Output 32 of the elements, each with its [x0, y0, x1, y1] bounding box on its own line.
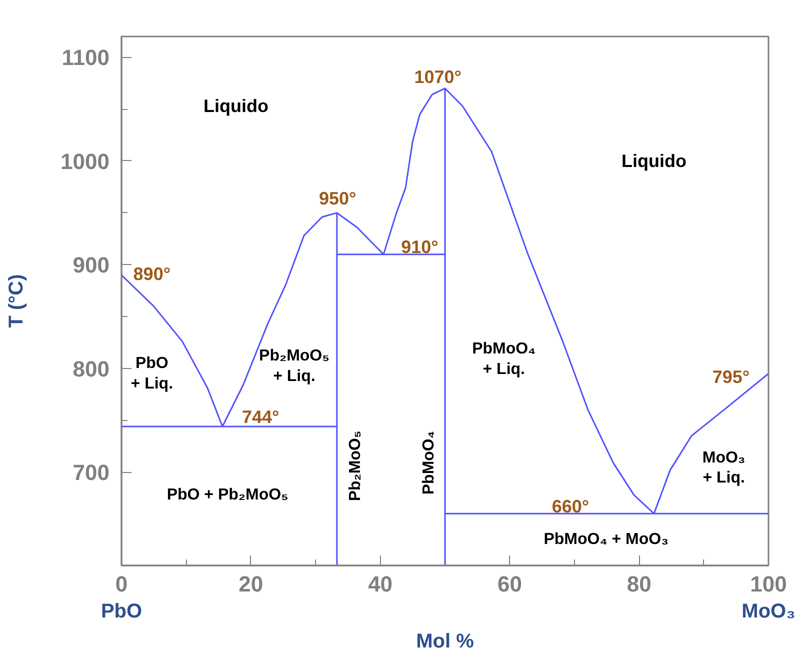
y-tick-label: 700 — [72, 460, 110, 486]
x-tick-label: 20 — [238, 572, 264, 596]
annotation: PbMoO₄ + MoO₃ — [544, 531, 668, 548]
annotation: Pb₂MoO₅ + Liq. — [259, 348, 330, 386]
x-tick-label: 80 — [626, 572, 652, 596]
text: MoO₃ — [742, 600, 796, 622]
annotation: 795° — [712, 367, 750, 388]
x-tick-label: 100 — [750, 572, 787, 596]
x-tick-label: 0 — [115, 572, 128, 596]
annotation: Pb₂MoO₅ — [347, 430, 364, 502]
text: PbO — [100, 600, 142, 622]
annotation: 910° — [401, 237, 438, 258]
annotation: 744° — [242, 407, 280, 428]
annotation: PbMoO₄ — [420, 430, 438, 495]
x-tick-label: 60 — [497, 572, 522, 596]
x-axis-title: Mol % — [416, 630, 474, 652]
y-tick-label: 1100 — [62, 45, 110, 70]
annotation: MoO₃ + Liq. — [702, 449, 746, 487]
x-tick-label: 40 — [368, 572, 393, 596]
annotation: PbMoO₄ + Liq. — [472, 340, 536, 378]
y-tick-label: 800 — [72, 356, 110, 382]
annotation: Liquido — [204, 96, 269, 116]
annotation: 1070° — [414, 66, 462, 87]
annotation: 660° — [552, 496, 590, 516]
y-axis-title: T (°C) — [6, 274, 28, 328]
y-tick-label: 1000 — [60, 148, 110, 174]
annotation: 890° — [133, 264, 171, 284]
annotation: PbO + Liq. — [130, 354, 174, 392]
annotation: Liquido — [621, 150, 686, 171]
annotation: 950° — [318, 188, 356, 208]
annotation: PbO + Pb₂MoO₅ — [166, 486, 288, 504]
y-tick-label: 900 — [72, 252, 110, 278]
